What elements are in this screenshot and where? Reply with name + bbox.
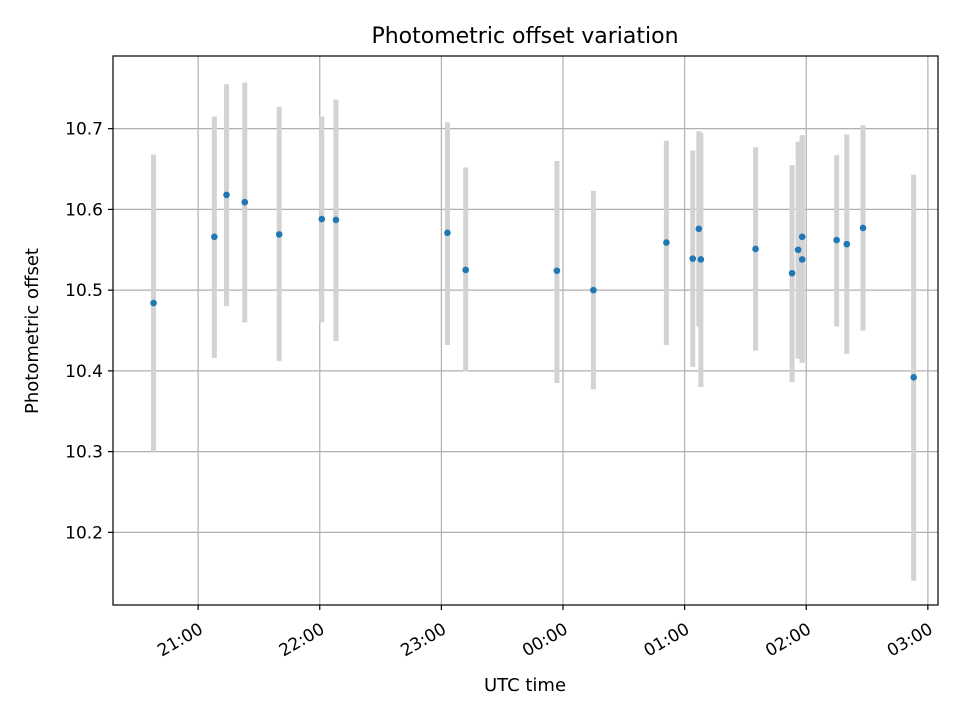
y-tick-label: 10.3 <box>65 443 103 463</box>
data-point <box>695 225 703 233</box>
data-point <box>462 266 470 274</box>
data-point <box>318 215 326 223</box>
data-point <box>794 246 802 254</box>
data-point <box>150 299 157 307</box>
data-point <box>553 267 561 275</box>
grid <box>113 56 938 605</box>
data-point <box>590 286 597 294</box>
y-tick-label: 10.5 <box>65 281 103 301</box>
data-point <box>752 245 759 253</box>
y-axis-label: Photometric offset <box>22 248 43 414</box>
data-point <box>798 256 806 263</box>
data-point <box>843 240 851 248</box>
data-point <box>798 233 806 241</box>
data-point <box>223 191 230 199</box>
y-tick-label: 10.7 <box>65 120 103 140</box>
plot-frame <box>112 55 939 606</box>
data-point <box>444 229 451 237</box>
data-point <box>211 233 218 241</box>
data-point <box>788 269 796 277</box>
x-axis-label: UTC time <box>484 675 566 696</box>
chart-title: Photometric offset variation <box>371 24 678 49</box>
data-point <box>910 374 917 381</box>
data-point <box>697 256 705 263</box>
y-tick-label: 10.2 <box>65 523 103 543</box>
y-tick-label: 10.4 <box>65 362 103 382</box>
data-point <box>663 239 670 246</box>
data-point <box>859 224 867 232</box>
data-point <box>833 236 840 244</box>
data-points <box>150 191 917 381</box>
data-point <box>275 231 283 238</box>
data-point <box>332 216 340 224</box>
data-point <box>241 198 249 206</box>
y-tick-label: 10.6 <box>65 200 103 220</box>
data-point <box>689 255 697 262</box>
y-axis-ticks: 10.2 10.3 10.4 10.5 10.6 10.7 <box>65 120 113 543</box>
